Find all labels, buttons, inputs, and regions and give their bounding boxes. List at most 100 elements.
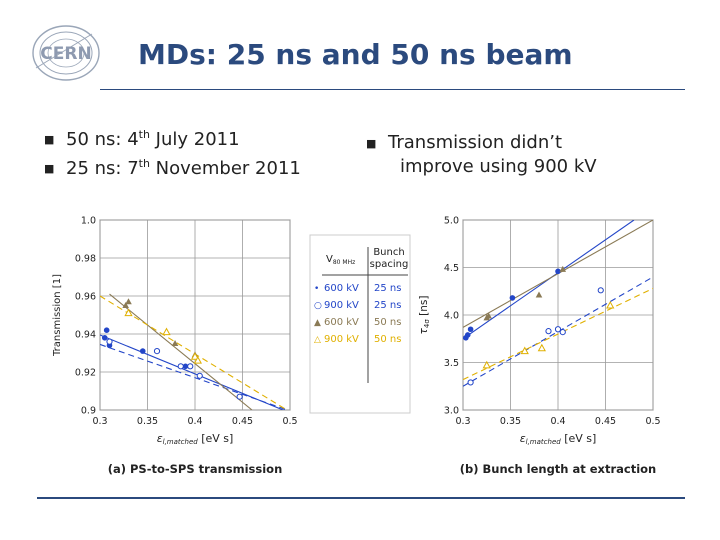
bullet-line-2-row: improve using 900 kV — [366, 156, 597, 180]
y-tick-label: 0.92 — [75, 368, 96, 379]
data-point — [162, 327, 171, 336]
cern-logo: CERN — [32, 25, 100, 81]
data-point — [464, 332, 471, 338]
data-point — [101, 335, 108, 341]
x-axis-label: εl,matched [eV s] — [520, 432, 597, 446]
data-point — [139, 348, 146, 354]
legend-box — [309, 234, 411, 414]
data-point — [122, 302, 129, 308]
y-axis-label: τ4σ [ns] — [418, 296, 431, 335]
data-point — [106, 338, 113, 345]
legend-marker: ▲ — [314, 318, 321, 328]
legend-voltage: 600 kV — [324, 283, 359, 294]
figure-caption: (b) Bunch length at extraction — [460, 462, 657, 476]
left-bullet-list: ■ 50 ns: 4th July 2011 ■ 25 ns: 7th Nove… — [44, 128, 301, 186]
data-point — [236, 393, 243, 400]
legend-voltage: 600 kV — [324, 317, 359, 328]
data-point — [606, 300, 615, 309]
y-tick-label: 4.0 — [444, 311, 459, 322]
data-point — [177, 363, 184, 370]
bunch-length-chart: 0.3 0.35 0.4 0.45 0.5 3.0 3.5 4.0 4.5 5.0 εl,match… — [418, 216, 661, 477]
data-point — [190, 352, 200, 360]
data-point — [520, 346, 529, 355]
bullet-square-icon: ■ — [44, 133, 55, 146]
data-point — [485, 312, 492, 319]
x-tick-label: 0.35 — [137, 416, 158, 427]
data-point — [153, 348, 161, 355]
x-tick-label: 0.3 — [92, 416, 107, 427]
x-tick-label: 0.35 — [500, 416, 521, 427]
fit-line — [463, 276, 653, 387]
legend-spacing: 25 ns — [374, 283, 401, 294]
x-tick-label: 0.5 — [645, 416, 660, 427]
data-point — [537, 343, 546, 352]
data-point — [559, 265, 567, 272]
legend-marker: • — [314, 284, 319, 294]
data-point — [597, 287, 604, 294]
x-tick-label: 0.5 — [282, 416, 297, 427]
fit-line — [100, 334, 285, 410]
bullet-text: 25 ns: 7th November 2011 — [66, 157, 301, 179]
data-point — [182, 363, 189, 370]
data-point — [193, 356, 202, 364]
data-point — [103, 327, 110, 333]
figure-caption: (a) PS-to-SPS transmission — [108, 462, 283, 476]
data-point — [554, 326, 562, 333]
bullet-25ns: ■ 25 ns: 7th November 2011 — [44, 157, 301, 186]
legend-header-spacing-1: Bunch — [373, 247, 404, 258]
legend-spacing: 25 ns — [374, 300, 401, 311]
data-point — [467, 379, 474, 386]
y-tick-label: 3.0 — [444, 406, 459, 417]
legend-marker: △ — [314, 335, 321, 345]
fit-line — [463, 287, 653, 381]
plot-area — [100, 293, 289, 410]
fit-line — [109, 293, 253, 410]
transmission-chart: 0.3 0.35 0.4 0.45 0.5 0.9 0.92 0.94 0.96 0.98 1.0 ε… — [52, 216, 411, 476]
logo-text: CERN — [40, 44, 91, 64]
bullet-line-2: improve using 900 kV — [400, 156, 597, 177]
y-tick-label: 4.5 — [444, 263, 459, 274]
x-tick-label: 0.45 — [595, 416, 616, 427]
bullet-50ns: ■ 50 ns: 4th July 2011 — [44, 128, 301, 157]
plot-area — [463, 220, 653, 387]
right-bullet: ■ Transmission didn’t improve using 900 … — [366, 132, 597, 180]
bullet-text: 50 ns: 4th July 2011 — [66, 128, 240, 150]
data-point — [187, 363, 194, 370]
data-point — [555, 268, 561, 275]
bullet-transmission: ■ Transmission didn’t — [366, 132, 597, 156]
slide-title: MDs: 25 ns and 50 ns beam — [138, 38, 573, 71]
data-point — [467, 326, 474, 333]
y-tick-label: 3.5 — [444, 358, 459, 369]
data-point — [535, 291, 543, 298]
legend-spacing: 50 ns — [374, 317, 401, 328]
data-point — [125, 298, 132, 305]
data-point — [124, 308, 133, 317]
y-tick-label: 5.0 — [444, 216, 459, 227]
legend-marker: ○ — [314, 301, 322, 311]
y-tick-label: 0.98 — [75, 254, 96, 265]
y-axis-label: Transmission [1] — [52, 274, 63, 357]
y-tick-label: 1.0 — [81, 216, 96, 227]
data-point — [559, 329, 566, 336]
x-tick-label: 0.4 — [550, 416, 565, 427]
data-point — [196, 372, 203, 379]
x-axis-label: εl,matched [eV s] — [157, 432, 234, 446]
x-tick-label: 0.3 — [455, 416, 470, 427]
bullet-square-icon: ■ — [366, 137, 377, 150]
bullet-square-icon: ■ — [44, 162, 55, 175]
data-point — [545, 328, 552, 335]
legend-voltage: 900 kV — [324, 300, 359, 311]
y-tick-label: 0.96 — [75, 292, 96, 303]
legend-voltage: 900 kV — [324, 334, 359, 345]
data-point — [171, 340, 179, 346]
y-tick-label: 0.94 — [75, 330, 96, 341]
data-point — [509, 295, 516, 301]
fit-line — [100, 343, 289, 410]
bottom-divider — [37, 497, 685, 499]
y-tick-label: 0.9 — [81, 406, 96, 417]
legend-header-voltage: V80 MHz — [326, 254, 355, 266]
bullet-line-1: Transmission didn’t — [388, 132, 563, 153]
x-tick-label: 0.45 — [232, 416, 253, 427]
data-point — [482, 360, 491, 369]
legend-spacing: 50 ns — [374, 334, 401, 345]
